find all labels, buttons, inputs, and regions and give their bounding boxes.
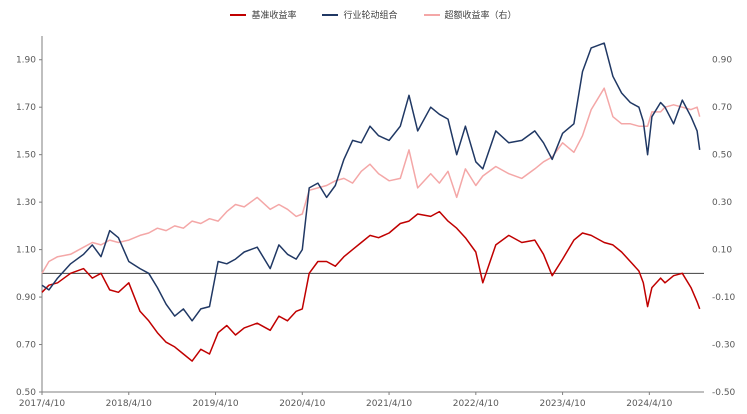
y-right-tick-label: 0.70 [712, 103, 732, 113]
y-left-tick-label: 1.30 [16, 198, 36, 208]
y-right-tick-label: 0.50 [712, 151, 732, 161]
x-tick-label: 2018/4/10 [106, 399, 152, 409]
y-left-tick-label: 0.70 [16, 341, 36, 351]
legend-label-benchmark: 基准收益率 [251, 11, 297, 21]
legend-item-portfolio: 行业轮动组合 [322, 8, 398, 21]
y-left-tick-label: 1.50 [16, 151, 36, 161]
y-right-tick-label: 0.10 [712, 246, 732, 256]
y-right-tick-label: -0.10 [712, 293, 736, 303]
legend-swatch-benchmark [230, 13, 247, 16]
x-tick-label: 2022/4/10 [453, 399, 499, 409]
x-tick-label: 2021/4/10 [366, 399, 412, 409]
y-left-tick-label: 1.90 [16, 56, 36, 66]
y-left-tick-label: 1.10 [16, 246, 36, 256]
x-tick-label: 2023/4/10 [539, 399, 585, 409]
legend-swatch-excess [423, 13, 440, 16]
series-line-benchmark [41, 210, 701, 362]
legend-item-benchmark: 基准收益率 [230, 8, 296, 21]
x-tick-label: 2020/4/10 [279, 399, 325, 409]
series-line-portfolio [41, 42, 701, 322]
y-right-tick-label: 0.30 [712, 198, 732, 208]
legend-label-excess: 超额收益率（右） [444, 11, 517, 21]
series-line-excess [41, 87, 701, 274]
chart-legend: 基准收益率 行业轮动组合 超额收益率（右） [0, 8, 747, 21]
y-left-tick-label: 1.70 [16, 103, 36, 113]
x-tick-label: 2024/4/10 [626, 399, 672, 409]
y-right-tick-label: -0.30 [712, 341, 736, 351]
legend-label-portfolio: 行业轮动组合 [343, 11, 398, 21]
chart-series [41, 42, 701, 362]
x-tick-label: 2019/4/10 [192, 399, 238, 409]
y-left-tick-label: 0.90 [16, 293, 36, 303]
legend-swatch-portfolio [322, 13, 339, 16]
y-right-tick-label: -0.50 [712, 388, 736, 398]
legend-item-excess: 超额收益率（右） [423, 8, 517, 21]
x-tick-label: 2017/4/10 [19, 399, 65, 409]
chart-axes: 0.50 0.70 0.90 1.10 1.30 1.50 1.70 1.90 -0.50 -0.… [16, 36, 736, 409]
y-right-tick-label: 0.90 [712, 56, 732, 66]
y-left-tick-label: 0.50 [16, 388, 36, 398]
